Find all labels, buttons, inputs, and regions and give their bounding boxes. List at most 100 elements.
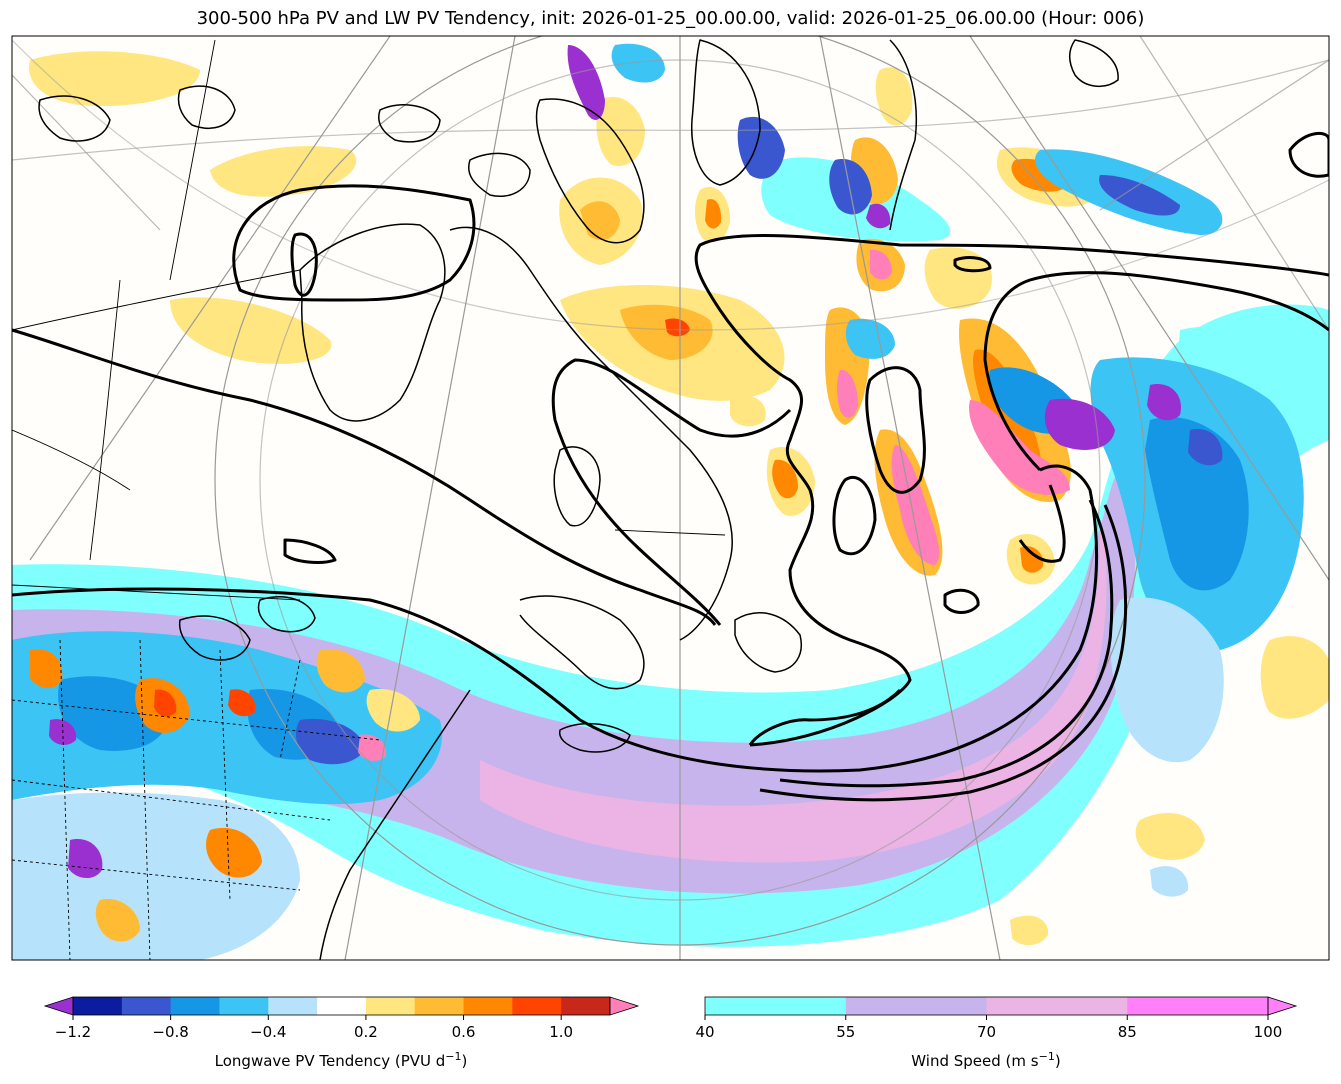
pv-colorbar-tick-label: −0.4 (250, 1023, 286, 1041)
pv-tend-patch (665, 318, 690, 337)
wind-colorbar-label-close: ) (1055, 1052, 1061, 1070)
border-line (12, 699, 381, 891)
graticule (12, 36, 1329, 960)
pv-colorbar-cell (463, 997, 513, 1015)
coastline-greenland (691, 39, 761, 186)
pv-colorbar-tick-label: −1.2 (55, 1023, 91, 1041)
pv-colorbar-over-arrow (609, 996, 640, 1016)
pv-tend-patch (1260, 636, 1329, 719)
pv-tend-patch (228, 689, 256, 717)
pv-contour (290, 232, 318, 297)
pv-contours (12, 131, 1329, 802)
border-line (12, 429, 131, 491)
pv-colorbar-ticks: −1.2 −0.8 −0.4 0.2 0.6 1.0 (55, 1015, 573, 1041)
chart-title: 300-500 hPa PV and LW PV Tendency, init:… (196, 8, 1145, 29)
pv-contour (953, 256, 992, 273)
pv-contour (12, 464, 1099, 773)
wind-colorbar-over-arrow (1267, 996, 1298, 1016)
coastline-nova-scotia (558, 722, 631, 753)
coastline-labrador (449, 226, 733, 641)
pv-contour (12, 328, 717, 626)
meridian (969, 36, 1329, 581)
coastline-greenland-east (889, 39, 918, 231)
coastline-iceland (1069, 39, 1119, 87)
coastline-gulf-stlawrence (519, 595, 645, 690)
meridian (29, 36, 391, 561)
pv-tend-patch (95, 899, 140, 942)
coastline-baffin (535, 98, 645, 244)
pv-tend-patch (866, 203, 891, 229)
pv-contour (232, 184, 476, 302)
pv-tend-patch (772, 459, 798, 499)
pv-colorbar-cells (73, 997, 611, 1015)
pv-tend-patch (210, 146, 357, 197)
pv-contour (1288, 131, 1329, 178)
pv-tend-patch (1010, 915, 1049, 946)
pv-tend-patch (358, 734, 387, 761)
wind-colorbar-ticks: 40 55 70 85 100 (695, 1015, 1282, 1041)
pv-contour (865, 366, 926, 494)
pv-tend-patch (206, 827, 262, 878)
meridian (819, 36, 1001, 960)
pv-colorbar-tick-label: 0.6 (452, 1023, 476, 1041)
pv-tend-patch (1099, 175, 1180, 216)
wind-colorbar-tick-label: 100 (1254, 1023, 1283, 1041)
pv-colorbar-cell (561, 997, 611, 1015)
pv-tend-patch (730, 396, 766, 427)
pv-contour (1018, 484, 1066, 563)
pv-tendency-shading (29, 51, 1329, 946)
border-line (169, 39, 216, 281)
meridian (12, 74, 161, 231)
pv-tend-patch (154, 689, 177, 717)
pv-colorbar-cell (268, 997, 318, 1015)
border-line (614, 529, 726, 536)
pv-contour (694, 234, 1329, 747)
wind-colorbar-cell (986, 997, 1128, 1015)
pv-colorbar-label: Longwave PV Tendency (PVU d−1) (215, 1050, 468, 1070)
pv-tend-patch (12, 792, 300, 960)
border-line (89, 279, 121, 561)
pv-tend-patch (705, 199, 722, 229)
coastline-quebec-lake (553, 446, 601, 527)
pv-contour (283, 538, 337, 564)
pv-tend-patch (1145, 416, 1249, 591)
pv-tend-patch (1188, 429, 1223, 466)
meridian (1099, 59, 1329, 211)
pv-tend-patch (316, 649, 365, 693)
pv-contour (551, 358, 792, 626)
wind-colorbar-cell (845, 997, 987, 1015)
wind-speed-colorbar: 40 55 70 85 100 Wind Speed (m s−1) (695, 996, 1298, 1070)
meridian (344, 36, 516, 960)
pv-colorbar-cell (365, 997, 416, 1015)
pv-colorbar-cell (73, 997, 123, 1015)
map-panel (12, 36, 1329, 960)
border-line (12, 269, 301, 331)
pv-tend-patch (29, 51, 201, 106)
pv-tend-patch (30, 649, 63, 689)
coastline-arctic-west (38, 95, 111, 142)
pv-tend-patch (1147, 384, 1181, 421)
pv-contour (748, 688, 902, 746)
pv-tendency-negative (567, 43, 1304, 897)
pv-contour (943, 588, 980, 614)
pv-tend-patch (567, 45, 605, 120)
coastline-great-lakes (257, 596, 316, 633)
wind-colorbar-label: Wind Speed (m s−1) (911, 1050, 1060, 1070)
pv-contour (983, 271, 1329, 472)
wind-colorbar-label-exponent: −1 (1039, 1050, 1055, 1063)
pv-tend-patch (1020, 546, 1044, 573)
pv-tend-patch (845, 318, 895, 359)
map-frame (11, 35, 1330, 961)
pv-colorbar-under-arrow (43, 996, 74, 1016)
pv-tend-patch (870, 249, 892, 280)
pv-tend-patch (924, 247, 992, 309)
coastlines (38, 39, 1119, 960)
pv-contour (759, 504, 1128, 802)
pv-tend-patch (1150, 866, 1189, 897)
coastline-us-east (319, 689, 471, 960)
coastline-great-lakes (178, 615, 251, 661)
pv-tend-patch (1110, 597, 1224, 763)
meridian (1139, 36, 1329, 331)
wind-colorbar-tick-label: 85 (1118, 1023, 1137, 1041)
